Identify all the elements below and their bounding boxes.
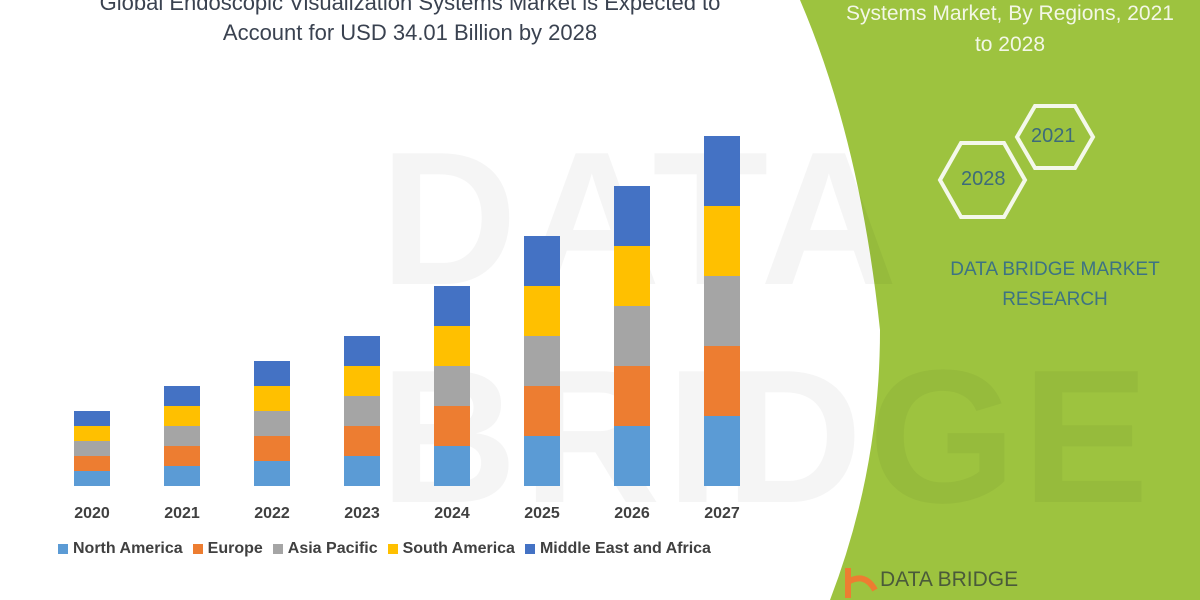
- bar-segment-2020-europe: [74, 456, 110, 471]
- legend-swatch: [192, 544, 203, 554]
- x-tick-label: 2024: [434, 505, 470, 522]
- bar-segment-2024-asia-pacific: [434, 366, 470, 406]
- x-tick-label: 2020: [74, 505, 110, 522]
- x-tick-label: 2023: [344, 505, 380, 522]
- legend-swatch: [58, 544, 68, 554]
- bar-segment-2026-europe: [614, 366, 650, 426]
- x-tick-label: 2022: [254, 505, 290, 522]
- legend-item: Middle East and Africa: [524, 540, 711, 558]
- logo-text: DATA BRIDGE: [880, 568, 1019, 591]
- legend-swatch: [272, 544, 283, 554]
- bar-segment-2026-north-america: [614, 426, 650, 486]
- legend-label: Europe: [207, 540, 263, 557]
- bar-segment-2025-north-america: [524, 436, 560, 486]
- bar-segment-2026-south-america: [614, 246, 650, 306]
- x-tick-label: 2026: [614, 505, 650, 522]
- bar-segment-2020-asia-pacific: [74, 441, 110, 456]
- bar-segment-2023-europe: [344, 426, 380, 456]
- side-panel-title: Systems Market, By Regions, 2021 to 2028: [846, 2, 1174, 56]
- bar-segment-2021-asia-pacific: [164, 426, 200, 446]
- bar-segment-2020-south-america: [74, 426, 110, 441]
- legend-item: South America: [387, 540, 515, 558]
- bar-segment-2023-middle-east-and-africa: [344, 336, 380, 366]
- brand-name: DATA BRIDGE MARKET RESEARCH: [950, 259, 1160, 310]
- legend-label: Asia Pacific: [287, 540, 378, 557]
- chart-title: Global Endoscopic Visualization Systems …: [99, 0, 721, 45]
- logo-icon: [845, 568, 878, 598]
- bar-segment-2022-south-america: [254, 386, 290, 411]
- hex-label-2021: 2021: [1031, 125, 1076, 147]
- hex-2028-shape: [937, 141, 1028, 219]
- bar-segment-2023-south-america: [344, 366, 380, 396]
- bar-segment-2026-asia-pacific: [614, 306, 650, 366]
- legend-swatch: [387, 544, 398, 554]
- bar-segment-2027-south-america: [704, 206, 740, 276]
- bar-segment-2021-europe: [164, 446, 200, 466]
- legend-item: Europe: [192, 540, 263, 558]
- bar-segment-2021-south-america: [164, 406, 200, 426]
- bar-segment-2027-middle-east-and-africa: [704, 136, 740, 206]
- bar-segment-2021-north-america: [164, 466, 200, 486]
- bar-segment-2025-middle-east-and-africa: [524, 236, 560, 286]
- legend-label: Middle East and Africa: [539, 540, 711, 557]
- bar-segment-2022-middle-east-and-africa: [254, 361, 290, 386]
- bar-segment-2025-asia-pacific: [524, 336, 560, 386]
- stacked-bar-chart: 2020 2021 2022 2023 2024 2025 2026 2027: [74, 136, 740, 522]
- x-tick-label: 2025: [524, 505, 560, 522]
- x-tick-label: 2021: [164, 505, 200, 522]
- x-tick-label: 2027: [704, 505, 740, 522]
- legend: North America Europe Asia Pacific South Ame…: [58, 540, 711, 558]
- legend-label: South America: [402, 540, 515, 557]
- bar-segment-2024-middle-east-and-africa: [434, 286, 470, 326]
- bar-segment-2025-europe: [524, 386, 560, 436]
- bar-segment-2023-asia-pacific: [344, 396, 380, 426]
- bar-segment-2024-south-america: [434, 326, 470, 366]
- bar-segment-2020-middle-east-and-africa: [74, 411, 110, 426]
- bar-segment-2021-middle-east-and-africa: [164, 386, 200, 406]
- bar-segment-2024-north-america: [434, 446, 470, 486]
- legend-item: North America: [58, 540, 183, 558]
- bar-segment-2027-europe: [704, 346, 740, 416]
- bar-segment-2022-north-america: [254, 461, 290, 486]
- bar-segment-2020-north-america: [74, 471, 110, 486]
- bar-segment-2027-north-america: [704, 416, 740, 486]
- bar-segment-2024-europe: [434, 406, 470, 446]
- legend-swatch: [524, 544, 535, 554]
- bar-segment-2026-middle-east-and-africa: [614, 186, 650, 246]
- bar-segment-2022-asia-pacific: [254, 411, 290, 436]
- bar-segment-2027-asia-pacific: [704, 276, 740, 346]
- bar-segment-2023-north-america: [344, 456, 380, 486]
- bar-segment-2022-europe: [254, 436, 290, 461]
- bar-segment-2025-south-america: [524, 286, 560, 336]
- legend-label: North America: [73, 540, 183, 557]
- legend-item: Asia Pacific: [272, 540, 378, 558]
- hex-2021-shape: [1014, 104, 1096, 170]
- hex-label-2028: 2028: [961, 168, 1006, 190]
